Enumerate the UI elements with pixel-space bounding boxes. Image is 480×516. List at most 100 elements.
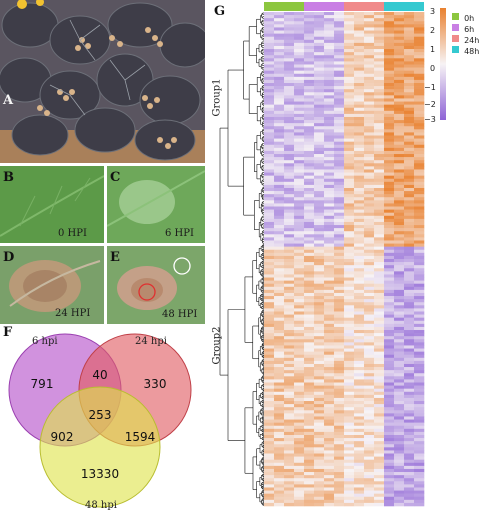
heatmap-cell — [354, 120, 365, 124]
heatmap-cell — [414, 249, 425, 254]
heatmap-cell — [364, 33, 375, 37]
heatmap-cell — [264, 459, 275, 464]
heatmap-cell — [384, 333, 395, 337]
heatmap-cell — [364, 98, 375, 102]
dendrogram — [219, 12, 264, 506]
heatmap-cell — [294, 370, 305, 374]
heatmap-cell — [324, 302, 335, 306]
heatmap-cell — [274, 385, 285, 389]
heatmap-cell — [364, 407, 375, 411]
heatmap-cell — [314, 410, 325, 414]
heatmap-cell — [374, 434, 385, 439]
panel-d-label: D — [3, 250, 15, 265]
heatmap-cell — [324, 252, 335, 257]
heatmap-cell — [404, 197, 415, 201]
heatmap-cell — [264, 246, 275, 251]
heatmap-cell — [404, 431, 415, 436]
heatmap-cell — [404, 18, 415, 22]
heatmap-cell — [404, 123, 415, 127]
heatmap-cell — [284, 144, 295, 149]
heatmap-cell — [284, 89, 295, 93]
heatmap-cell — [404, 246, 415, 251]
heatmap-cell — [354, 305, 365, 309]
heatmap-cell — [354, 36, 365, 41]
heatmap-cell — [394, 265, 405, 269]
heatmap-cell — [414, 431, 425, 436]
heatmap-cell — [354, 434, 365, 439]
heatmap-cell — [334, 55, 345, 59]
heatmap-cell — [344, 215, 355, 220]
heatmap-cell — [324, 305, 335, 309]
heatmap-cell — [314, 36, 325, 41]
heatmap-cell — [334, 113, 345, 118]
panel-e-label: E — [110, 250, 120, 265]
heatmap-cell — [354, 206, 365, 210]
heatmap-cell — [294, 126, 305, 130]
heatmap-cell — [274, 52, 285, 56]
heatmap-cell — [264, 280, 275, 284]
heatmap-cell — [414, 438, 425, 442]
heatmap-cell — [324, 314, 335, 318]
heatmap-cell — [314, 388, 325, 393]
heatmap-cell — [364, 363, 375, 368]
heatmap-cell — [294, 163, 305, 167]
heatmap-cell — [394, 431, 405, 436]
heatmap-cell — [304, 116, 315, 121]
heatmap-cell — [304, 363, 315, 368]
heatmap-cell — [414, 459, 425, 464]
heatmap-cell — [364, 15, 375, 19]
heatmap-cell — [264, 450, 275, 454]
heatmap-cell — [324, 249, 335, 254]
heatmap-cell — [284, 373, 295, 377]
heatmap-cell — [394, 302, 405, 306]
heatmap-cell — [374, 336, 385, 340]
heatmap-cell — [344, 240, 355, 244]
heatmap-cell — [414, 502, 425, 507]
heatmap-cell — [324, 462, 335, 467]
heatmap-cell — [364, 147, 375, 152]
heatmap-cell — [264, 283, 275, 288]
heatmap-cell — [264, 243, 275, 247]
heatmap-cell — [384, 385, 395, 389]
heatmap-cell — [284, 175, 295, 180]
heatmap-cell — [284, 468, 295, 473]
heatmap-cell — [314, 475, 325, 479]
heatmap-cell — [304, 58, 315, 62]
heatmap-cell — [284, 249, 295, 254]
heatmap-cell — [334, 323, 345, 328]
heatmap-cell — [344, 434, 355, 439]
heatmap-cell — [324, 154, 335, 158]
heatmap-cell — [384, 376, 395, 380]
heatmap-cell — [364, 194, 375, 198]
heatmap-cell — [354, 311, 365, 315]
heatmap-cell — [354, 160, 365, 164]
heatmap-cell — [284, 169, 295, 173]
heatmap-cell — [414, 496, 425, 501]
heatmap-cell — [314, 354, 325, 359]
heatmap-cell — [374, 184, 385, 189]
heatmap-cell — [384, 487, 395, 491]
heatmap-cell — [324, 468, 335, 473]
heatmap-cell — [374, 360, 385, 365]
heatmap-cell — [314, 209, 325, 213]
heatmap-cell — [414, 308, 425, 312]
heatmap-cell — [324, 401, 335, 405]
heatmap-cell — [394, 231, 405, 235]
heatmap-cell — [284, 24, 295, 28]
heatmap-cell — [394, 397, 405, 402]
venn-diagram: 6 hpi 24 hpi 48 hpi 791 40 330 253 902 1… — [0, 330, 210, 512]
heatmap-cell — [374, 138, 385, 142]
heatmap-cell — [414, 357, 425, 362]
heatmap-cell — [414, 45, 425, 50]
heatmap-cell — [294, 141, 305, 146]
heatmap-cell — [314, 262, 325, 266]
heatmap-cell — [404, 496, 415, 501]
heatmap-cell — [284, 197, 295, 201]
heatmap-cell — [324, 73, 335, 78]
heatmap-cell — [374, 157, 385, 161]
heatmap-cell — [274, 296, 285, 300]
heatmap-cell — [394, 475, 405, 479]
heatmap-cell — [314, 456, 325, 460]
heatmap-cell — [284, 357, 295, 362]
heatmap-cell — [354, 484, 365, 488]
